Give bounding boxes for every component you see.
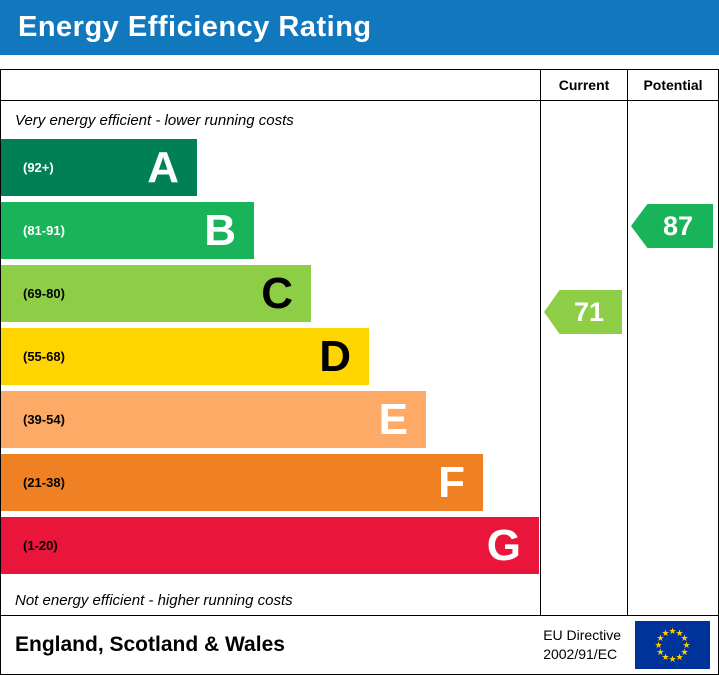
band-a-range: (92+)	[23, 160, 54, 175]
potential-rating-value: 87	[662, 210, 694, 241]
potential-rating-pointer: 87	[631, 204, 713, 248]
band-c: (69-80) C	[1, 265, 311, 322]
band-c-range: (69-80)	[23, 286, 65, 301]
svg-text:★: ★	[656, 647, 664, 657]
column-header-current: Current	[541, 70, 628, 101]
svg-text:★: ★	[656, 633, 664, 643]
page-title: Energy Efficiency Rating	[18, 11, 372, 43]
svg-text:★: ★	[668, 626, 676, 636]
band-d-range: (55-68)	[23, 349, 65, 364]
band-e: (39-54) E	[1, 391, 426, 448]
region-label: England, Scotland & Wales	[15, 633, 285, 656]
band-f: (21-38) F	[1, 454, 483, 511]
band-f-range: (21-38)	[23, 475, 65, 490]
band-b-letter: B	[204, 205, 236, 255]
caption-bottom: Not energy efficient - higher running co…	[15, 591, 293, 609]
band-a-letter: A	[147, 142, 179, 192]
eu-flag-field	[635, 621, 710, 669]
band-e-letter: E	[378, 394, 408, 444]
rating-chart: Current Potential Very energy efficient …	[1, 70, 718, 616]
band-b: (81-91) B	[1, 202, 254, 259]
band-d-letter: D	[319, 331, 351, 381]
eu-flag-icon: ★ ★ ★ ★ ★ ★ ★ ★ ★ ★ ★ ★	[635, 621, 710, 669]
header-spacer	[1, 70, 541, 101]
current-column: 71	[541, 101, 628, 615]
column-header-potential: Potential	[628, 70, 718, 101]
band-g-range: (1-20)	[23, 538, 58, 553]
eu-directive-line2: 2002/91/EC	[543, 646, 618, 662]
current-rating-value: 71	[573, 296, 605, 327]
svg-text:★: ★	[682, 640, 690, 650]
svg-text:★: ★	[661, 628, 669, 638]
svg-text:★: ★	[681, 633, 689, 643]
band-e-range: (39-54)	[23, 412, 65, 427]
chart-box: Current Potential Very energy efficient …	[0, 69, 719, 675]
svg-text:★: ★	[661, 652, 669, 662]
bands-column: Very energy efficient - lower running co…	[1, 101, 541, 615]
svg-text:★: ★	[675, 628, 683, 638]
svg-text:★: ★	[654, 640, 662, 650]
svg-text:★: ★	[668, 654, 676, 664]
eu-directive-label: EU Directive 2002/91/EC	[543, 626, 621, 664]
band-f-letter: F	[438, 457, 465, 507]
band-b-range: (81-91)	[23, 223, 65, 238]
svg-text:★: ★	[675, 652, 683, 662]
band-g: (1-20) G	[1, 517, 539, 574]
title-bar: Energy Efficiency Rating	[0, 0, 719, 55]
band-a: (92+) A	[1, 139, 197, 196]
current-rating-pointer: 71	[544, 290, 622, 334]
potential-column: 87	[628, 101, 718, 615]
eu-directive-line1: EU Directive	[543, 627, 621, 644]
caption-top: Very energy efficient - lower running co…	[15, 111, 294, 129]
footer: England, Scotland & Wales EU Directive 2…	[1, 616, 718, 674]
svg-text:★: ★	[681, 647, 689, 657]
band-d: (55-68) D	[1, 328, 369, 385]
band-c-letter: C	[261, 268, 293, 318]
band-g-letter: G	[486, 520, 521, 570]
